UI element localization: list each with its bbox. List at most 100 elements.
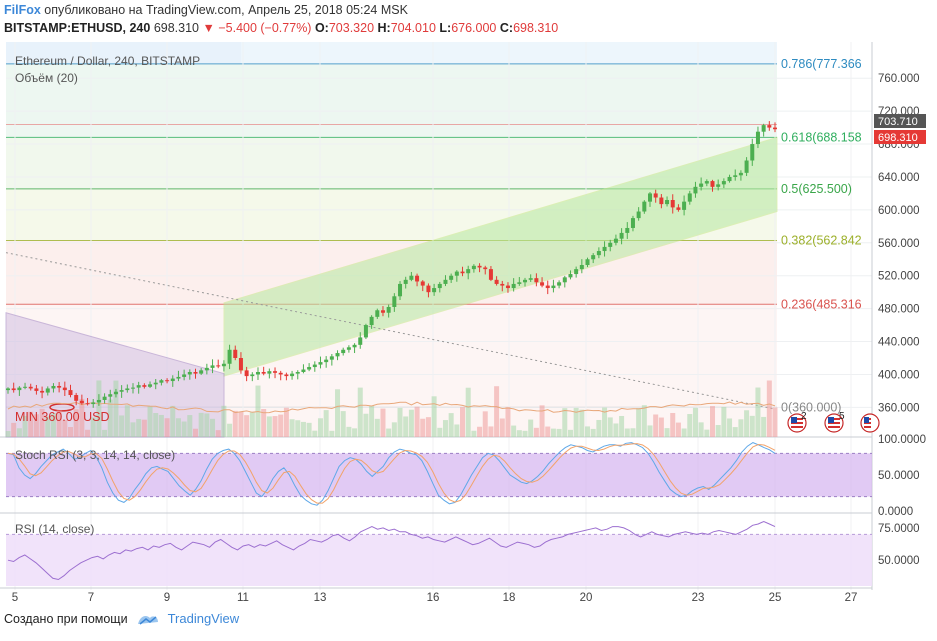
candle-body [216,365,221,367]
volume-bar [369,405,375,437]
volume-bar [715,425,721,437]
price-change: −5.400 (−0.77%) [218,21,312,35]
candle-body [409,275,414,280]
volume-bar [210,418,216,437]
volume-bar [414,406,420,437]
volume-bar [306,422,312,437]
candle-body [199,370,204,374]
volume-bar [170,405,176,437]
candle-body [591,255,596,260]
min-price-label: MIN 360.00 USD [15,410,109,424]
volume-bar [175,418,181,437]
candle-body [454,271,459,276]
volume-bar [573,407,579,437]
volume-bar [658,417,664,437]
fib-label-4: 0.236(485.316 [781,297,862,311]
volume-bar [107,399,113,437]
volume-bar [710,406,716,437]
volume-bar [374,418,380,437]
volume-bar [335,389,341,437]
candle-body [437,283,442,289]
volume-bar [539,405,545,437]
time-tick-label: 11 [237,592,249,604]
candle-body [250,374,255,377]
volume-bar [602,407,608,437]
volume-bar [437,427,443,437]
candle-body [40,390,45,393]
candle-body [238,358,243,371]
volume-bar [511,425,517,437]
volume-bar [755,387,761,437]
volume-bar [300,421,306,437]
volume-bar [153,413,159,437]
candle-body [210,365,215,368]
volume-bar [90,417,96,437]
candle-body [227,349,232,364]
candle-body [432,288,437,293]
candle-body [625,227,630,233]
volume-bar [62,420,68,437]
volume-bar [664,428,670,437]
volume-bar [391,422,397,437]
volume-bar [692,407,698,437]
time-axis[interactable]: 5 7 9 11 13 16 18 20 23 25 27 [12,592,858,604]
tradingview-link[interactable]: TradingView [167,611,240,626]
volume-bar [73,409,79,437]
volume-bar [420,418,426,437]
candle-body [318,362,323,365]
volume-bar [5,431,11,437]
candle-body [85,403,90,405]
candle-body [574,269,579,275]
candle-body [551,285,556,289]
event-flag-us-2[interactable]: 5 [824,411,845,433]
volume-bar [147,406,153,437]
candle-body [295,371,300,374]
event-flag-us-3[interactable] [860,413,880,433]
volume-bar [192,428,198,437]
candle-body [392,296,397,307]
author-link[interactable]: FilFox [4,3,41,17]
volume-bar [227,423,233,437]
price-tick-label: 360.000 [878,402,920,414]
price-tick-label: 560.000 [878,238,920,250]
svg-text:2: 2 [801,411,807,422]
candle-body [665,200,670,205]
volume-bar [494,386,500,437]
event-flag-us-1[interactable]: 2 [787,411,807,433]
volume-bar [687,414,693,437]
volume-bar [516,430,522,437]
candle-body [108,394,113,397]
down-arrow-icon: ▼ [202,21,215,35]
volume-bar [124,405,130,437]
high-price-tag [874,114,926,128]
volume-bar [425,417,431,437]
candle-body [568,274,573,278]
candle-body [6,388,10,391]
volume-bar [431,396,437,437]
candle-body [267,371,272,374]
volume-bar [96,380,102,437]
volume-bar [448,413,454,437]
candle-body [290,373,295,377]
candle-body [34,388,39,391]
candle-body [79,400,84,404]
volume-bar [221,405,227,437]
candle-body [540,282,545,286]
candle-body [130,387,135,389]
volume-bar [727,418,733,437]
volume-bar [85,429,91,437]
stoch-tick-label: 100.0000 [878,434,926,446]
rsi-line [7,520,776,581]
candle-body [136,385,141,388]
volume-bar [533,427,539,437]
candle-body [511,283,516,289]
volume-bar [33,414,39,437]
time-tick-label: 9 [164,592,170,604]
volume-bar [266,416,272,437]
candle-body [443,279,448,284]
candle-body [619,232,624,239]
volume-bar [113,380,119,437]
low-value: 676.000 [451,21,497,35]
candle-body [204,367,209,371]
